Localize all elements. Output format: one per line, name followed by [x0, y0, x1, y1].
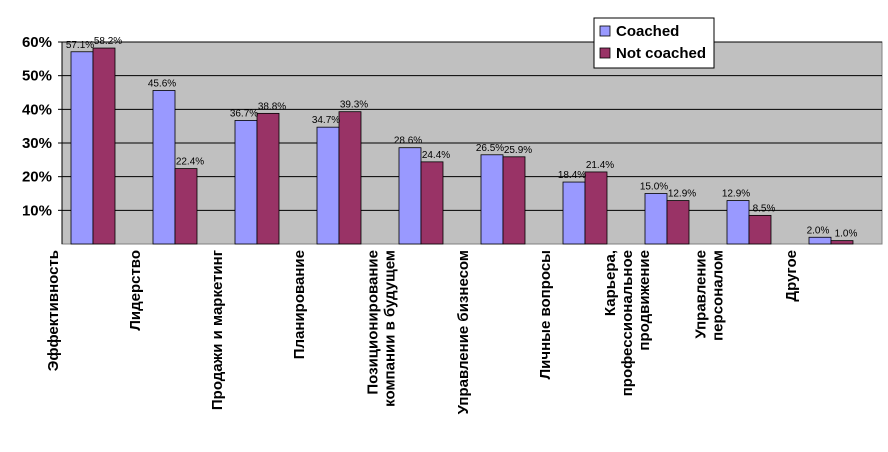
- legend-label: Coached: [616, 23, 679, 40]
- data-label: 28.6%: [394, 136, 422, 147]
- data-label: 58.2%: [94, 36, 122, 47]
- legend-label: Not coached: [616, 45, 706, 62]
- data-label: 12.9%: [668, 189, 696, 200]
- category-label: Другое: [783, 250, 800, 302]
- category-label-line: Карьера,: [602, 250, 619, 316]
- category-label-line: профессиональное: [619, 250, 636, 396]
- category-label: Управление персоналом: [693, 250, 727, 341]
- bar-not-coached: [502, 156, 526, 245]
- category-label-line: Эффективность: [45, 250, 62, 371]
- category-label-line: Личные вопросы: [537, 250, 554, 379]
- data-label: 1.0%: [835, 229, 858, 240]
- y-tick-label: 30%: [22, 135, 52, 152]
- category-label-line: продвижение: [636, 250, 653, 351]
- data-label: 15.0%: [640, 182, 668, 193]
- bar-coached: [480, 154, 504, 245]
- bar-not-coached: [256, 112, 280, 245]
- legend-swatch: [599, 25, 611, 37]
- y-tick-label: 10%: [22, 202, 52, 219]
- data-label: 22.4%: [176, 157, 204, 168]
- bar-coached: [562, 181, 586, 245]
- data-label: 8.5%: [753, 203, 776, 214]
- data-label: 34.7%: [312, 115, 340, 126]
- bar-not-coached: [830, 240, 854, 245]
- category-label-line: персоналом: [710, 250, 727, 341]
- y-tick-label: 60%: [22, 34, 52, 51]
- bar-coached: [398, 147, 422, 245]
- bar-coached: [316, 126, 340, 245]
- bar-not-coached: [92, 47, 116, 245]
- bar-coached: [70, 51, 94, 245]
- data-label: 45.6%: [148, 78, 176, 89]
- bar-not-coached: [420, 161, 444, 245]
- bar-coached: [152, 90, 176, 245]
- bar-not-coached: [584, 171, 608, 245]
- bar-not-coached: [666, 200, 690, 245]
- legend: [593, 17, 715, 69]
- bar-not-coached: [338, 111, 362, 245]
- data-label: 25.9%: [504, 145, 532, 156]
- category-label-line: Лидерство: [127, 250, 144, 331]
- y-tick-label: 20%: [22, 169, 52, 186]
- category-label-line: Управление бизнесом: [455, 250, 472, 414]
- category-label-line: Управление: [693, 250, 710, 339]
- category-label: Карьера, профессиональное продвижение: [602, 250, 653, 396]
- y-tick-label: 50%: [22, 68, 52, 85]
- category-label: Планирование: [291, 250, 308, 359]
- category-label: Личные вопросы: [537, 250, 554, 379]
- legend-swatch: [599, 47, 611, 59]
- category-label-line: компании в будущем: [382, 250, 399, 407]
- category-label: Управление бизнесом: [455, 250, 472, 414]
- data-label: 57.1%: [66, 40, 94, 51]
- category-label-line: Продажи и маркетинг: [209, 250, 226, 410]
- category-label: Продажи и маркетинг: [209, 250, 226, 410]
- bar-coached: [808, 236, 832, 245]
- data-label: 26.5%: [476, 143, 504, 154]
- data-label: 2.0%: [807, 225, 830, 236]
- data-label: 18.4%: [558, 170, 586, 181]
- bar-not-coached: [748, 214, 772, 245]
- data-label: 21.4%: [586, 160, 614, 171]
- data-label: 38.8%: [258, 101, 286, 112]
- data-label: 39.3%: [340, 100, 368, 111]
- bar-not-coached: [174, 168, 198, 245]
- category-label: Лидерство: [127, 250, 144, 331]
- data-label: 12.9%: [722, 189, 750, 200]
- bar-coached: [726, 200, 750, 245]
- category-label-line: Планирование: [291, 250, 308, 359]
- bar-coached: [234, 120, 258, 245]
- data-label: 24.4%: [422, 150, 450, 161]
- bar-coached: [644, 193, 668, 245]
- category-label-line: Другое: [783, 250, 800, 302]
- y-tick-label: 40%: [22, 101, 52, 118]
- category-label: Позиционирование компании в будущем: [365, 250, 399, 407]
- category-label: Эффективность: [45, 250, 62, 371]
- data-label: 36.7%: [230, 108, 258, 119]
- category-label-line: Позиционирование: [365, 250, 382, 395]
